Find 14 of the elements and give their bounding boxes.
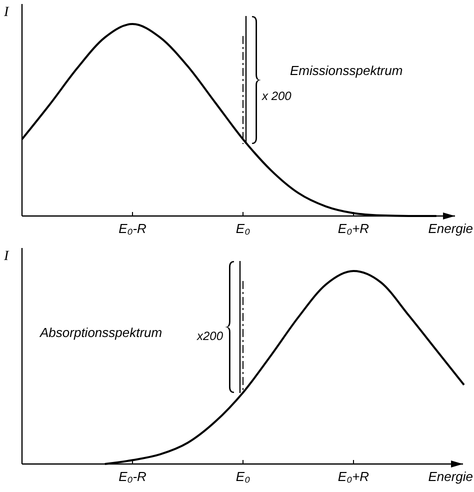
x-tick-label: E₀ (236, 469, 251, 484)
x-tick-label: E₀+R (338, 469, 370, 484)
annotation: Absorptionsspektrum (39, 325, 162, 340)
x-tick-label: E₀ (236, 221, 251, 236)
annotation: x 200 (261, 89, 292, 103)
x-tick-label: E₀-R (118, 221, 146, 236)
annotation: Emissionsspektrum (290, 63, 403, 78)
y-axis-title: I (3, 5, 10, 20)
y-axis-title: I (3, 249, 10, 264)
x-tick-label: E₀+R (338, 221, 370, 236)
x-axis-title: Energie (428, 469, 473, 484)
x-axis-title: Energie (428, 221, 473, 236)
annotation: x200 (196, 329, 224, 343)
x-tick-label: E₀-R (118, 469, 146, 484)
